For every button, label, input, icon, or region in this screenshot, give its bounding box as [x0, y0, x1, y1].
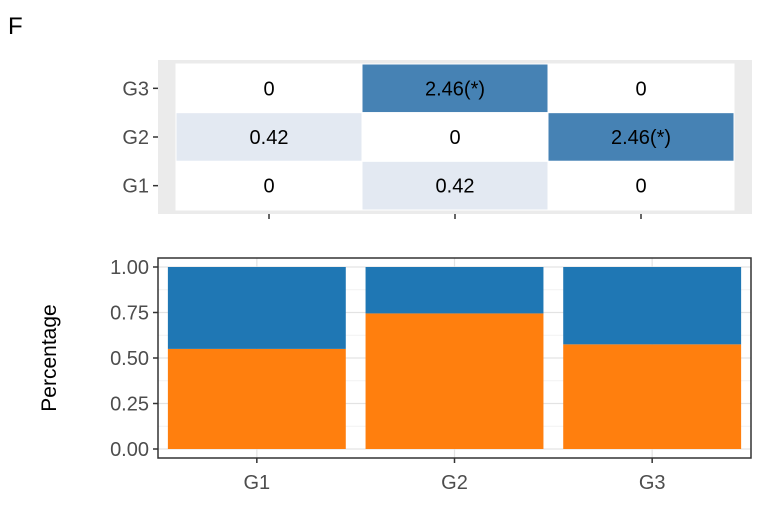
heatmap-cell-label: 0 [635, 78, 646, 100]
bar-segment [167, 348, 346, 449]
heatmap-cell-label: 2.46(*) [611, 127, 671, 149]
y-tick-label: 0.50 [110, 348, 149, 370]
y-tick-label: 0.75 [110, 303, 149, 325]
heatmap-cell-label: 0 [635, 176, 646, 198]
bar-segment [167, 267, 346, 349]
bar-segment [563, 267, 742, 345]
y-axis-title: Percentage [38, 304, 61, 411]
y-tick-label: 0.25 [110, 394, 149, 416]
y-tick-label: 1.00 [110, 257, 149, 279]
heatmap-cell [175, 63, 363, 114]
heatmap-cell-label: 0 [449, 127, 460, 149]
heatmap-y-tick-label: G2 [122, 127, 149, 149]
panel-label: F [8, 13, 23, 40]
heatmap-cell-label: 0 [263, 176, 274, 198]
x-tick-label: G2 [441, 472, 468, 494]
x-tick-label: G1 [243, 472, 270, 494]
heatmap-cell-label: 0.42 [436, 176, 475, 198]
heatmap-cell [175, 160, 363, 211]
heatmap-y-tick-label: G1 [122, 176, 149, 198]
bar-segment [365, 313, 544, 449]
stacked-bar-panel: 0.00 0.25 0.50 0.75 1.00 G1 G2 G3 Percentage [38, 257, 752, 494]
y-tick-label: 0.00 [110, 439, 149, 461]
heatmap-cell [361, 63, 549, 114]
x-tick-label: G3 [639, 472, 666, 494]
heatmap-panel: 0 2.46(*) 0 0.42 0 2.46(*) 0 0.42 0 G1 G2 G3 [122, 60, 752, 219]
heatmap-cell [361, 160, 549, 211]
heatmap-cell [547, 160, 735, 211]
bar-segment [365, 267, 544, 314]
heatmap-cell-label: 0 [263, 78, 274, 100]
heatmap-cell-label: 0.42 [250, 127, 289, 149]
heatmap-cell-label: 2.46(*) [425, 78, 485, 100]
bar-segment [563, 344, 742, 449]
heatmap-cell [547, 63, 735, 114]
heatmap-y-tick-label: G3 [122, 78, 149, 100]
